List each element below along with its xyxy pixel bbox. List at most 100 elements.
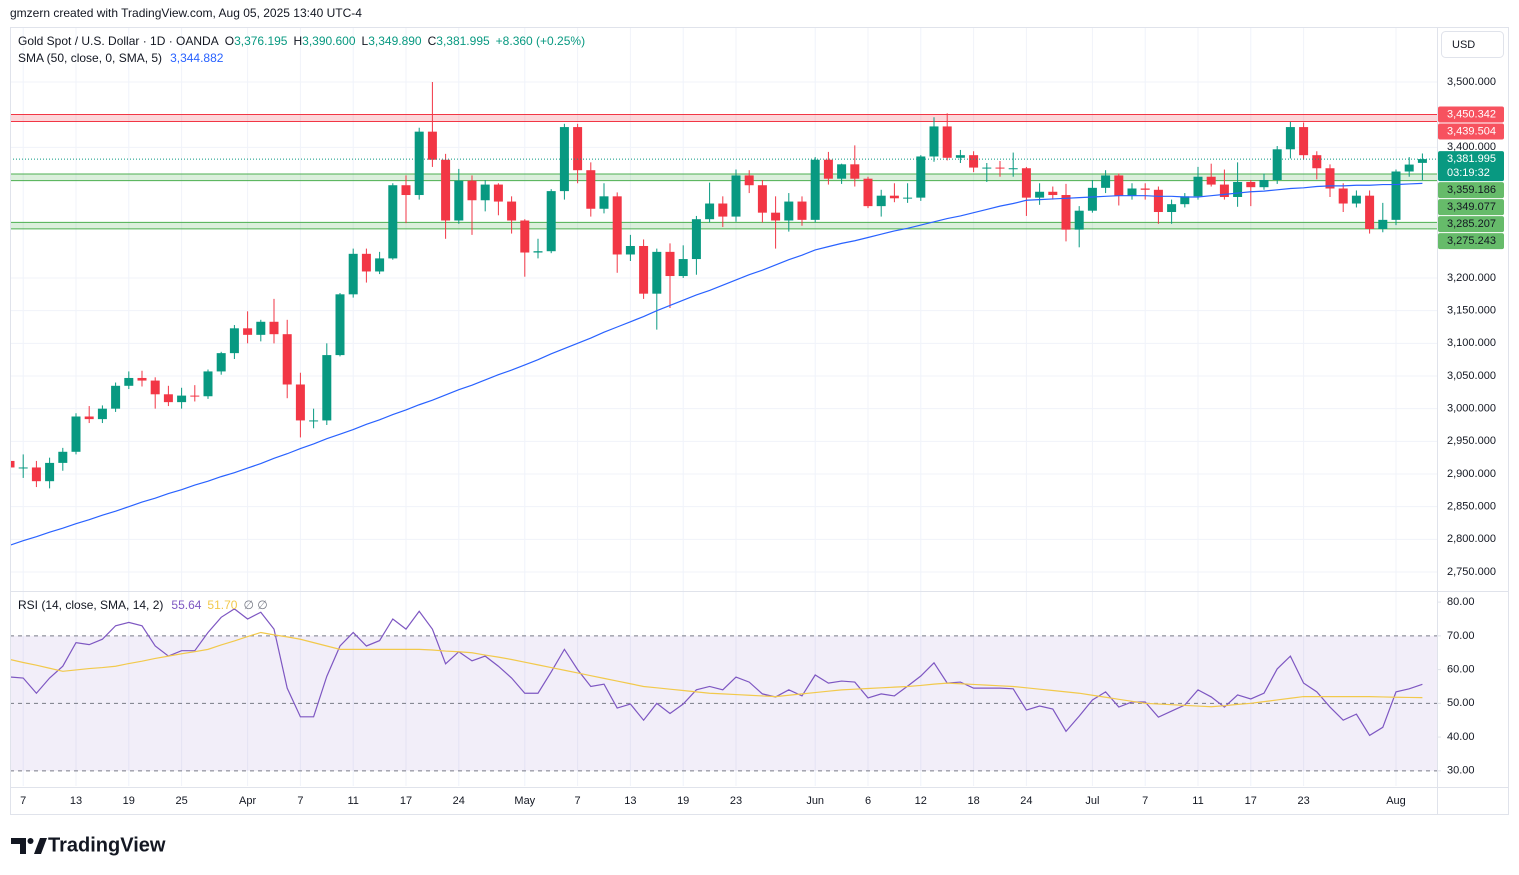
sma-legend: SMA (50, close, 0, SMA, 5) 3,344.882: [18, 51, 224, 65]
candle-body: [1285, 127, 1295, 150]
candle-body: [889, 195, 899, 199]
candle-body: [731, 175, 741, 217]
x-tick-label: Jun: [806, 795, 824, 807]
ohlc-key: C: [428, 34, 437, 48]
candle-body: [1140, 188, 1150, 190]
price-panel: [10, 81, 1437, 546]
candle-body: [1259, 179, 1269, 188]
y-tick-label: 3,200.000: [1447, 272, 1496, 284]
price-label: 3,450.342: [1447, 108, 1496, 120]
logo-dot: [27, 838, 34, 844]
axis-layer: 7 13 19 25 Apr 7 11 17 24 May 7 13 19 23 Jun 6 12 18 24 Jul…: [20, 76, 1504, 807]
candle-body: [1114, 175, 1124, 196]
candle-body: [10, 460, 15, 468]
candle-body: [718, 203, 728, 217]
brand-logo: [11, 838, 47, 854]
price-label-box: [1438, 216, 1504, 233]
candle-body: [493, 184, 503, 202]
candle-body: [1378, 219, 1388, 229]
y-tick-label: 2,850.000: [1447, 501, 1496, 513]
candle-body: [771, 212, 781, 221]
candle-body: [163, 394, 173, 403]
candle-body: [850, 164, 860, 179]
candle-body: [1167, 204, 1177, 213]
candle-body: [586, 170, 596, 209]
candle-body: [1153, 189, 1163, 213]
rsi-tick-label: 60.00: [1447, 664, 1475, 676]
candle-body: [190, 395, 200, 397]
x-tick-label: 24: [1020, 795, 1032, 807]
rsi-legend: RSI (14, close, SMA, 14, 2) 55.64 51.70 ∅ ∅: [18, 598, 268, 612]
ohlc-value: 3,381.995: [436, 34, 490, 48]
y-tick-label: 2,950.000: [1447, 435, 1496, 447]
candle-body: [757, 185, 767, 213]
ohlc-key: H: [293, 34, 302, 48]
candle-body: [18, 467, 28, 469]
candle-body: [467, 180, 477, 201]
candle-body: [1365, 195, 1375, 229]
candle-body: [97, 408, 107, 420]
ohlc-value: 3,349.890: [368, 34, 422, 48]
candle-body: [1101, 175, 1111, 188]
candle-body: [216, 353, 226, 372]
candle-body: [1074, 210, 1084, 230]
rsi-line: [10, 631, 1423, 708]
candle-body: [177, 395, 187, 403]
candle-body: [784, 201, 794, 221]
countdown-label: 03:19:32: [1447, 167, 1490, 179]
candle-body: [1061, 195, 1071, 230]
x-tick-label: Apr: [239, 795, 256, 807]
candle-body: [678, 259, 688, 277]
candle-body: [1272, 149, 1282, 180]
candle-body: [256, 321, 266, 335]
candle-body: [388, 185, 398, 259]
candle-body: [414, 131, 424, 196]
candle-body: [1219, 184, 1229, 197]
candle-body: [929, 126, 939, 157]
x-tick-label: 19: [123, 795, 135, 807]
sma-line: [10, 182, 1423, 546]
ohlc-key: L: [362, 34, 369, 48]
candle-body: [454, 180, 464, 221]
candle-body: [427, 131, 437, 160]
y-tick-label: 3,050.000: [1447, 370, 1496, 382]
chart-frame: [10, 27, 1509, 815]
candle-body: [823, 159, 833, 179]
y-tick-label: 3,100.000: [1447, 337, 1496, 349]
candle-body: [137, 377, 147, 381]
y-tick-label: 3,000.000: [1447, 403, 1496, 415]
x-tick-label: May: [514, 795, 535, 807]
candle-body: [322, 355, 332, 421]
candle-body: [507, 201, 517, 221]
brand: TradingView: [48, 834, 166, 856]
candle-body: [1338, 188, 1348, 204]
price-label: 3,439.504: [1447, 125, 1496, 137]
candle-body: [652, 251, 662, 294]
candle-body: [1299, 127, 1309, 156]
candle-body: [797, 201, 807, 220]
candle-body: [1325, 168, 1335, 189]
price-label: 3,275.243: [1447, 235, 1496, 247]
x-tick-label: 7: [575, 795, 581, 807]
price-label-box: [1438, 123, 1504, 140]
candle-body: [295, 384, 305, 421]
symbol-legend: Gold Spot / U.S. Dollar · 1D · OANDA O3,3…: [18, 34, 585, 48]
candle-body: [995, 167, 1005, 169]
candle-body: [625, 245, 635, 255]
logo-mark: [34, 838, 47, 854]
candle-body: [375, 258, 385, 272]
candle-body: [269, 321, 279, 335]
rsi-label: RSI (14, close, SMA, 14, 2): [18, 598, 163, 612]
x-tick-label: 23: [730, 795, 742, 807]
candle-body: [1021, 168, 1031, 198]
zone: [10, 114, 1437, 122]
x-tick-label: 17: [1245, 795, 1257, 807]
price-label-box: [1438, 182, 1504, 199]
y-tick-label: 3,150.000: [1447, 305, 1496, 317]
candle-body: [1048, 191, 1058, 196]
candle-body: [1180, 196, 1190, 205]
currency-box: [1441, 31, 1504, 58]
candle-body: [665, 251, 675, 277]
